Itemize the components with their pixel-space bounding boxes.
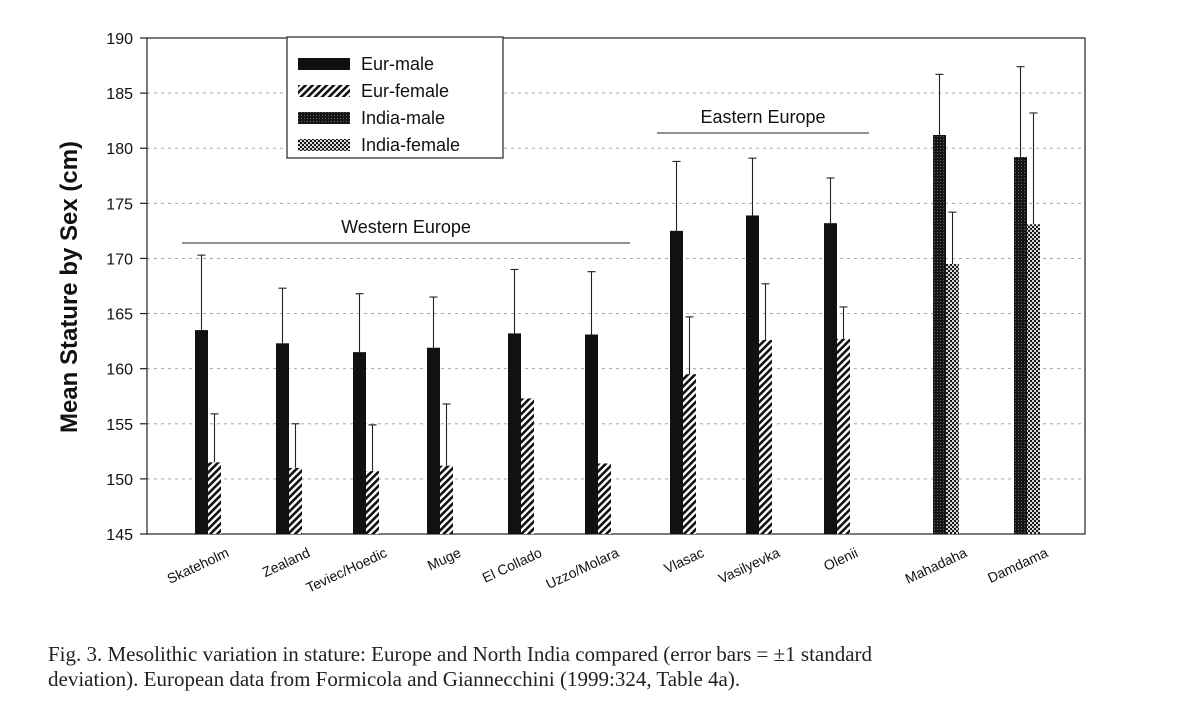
x-category-label: Muge xyxy=(425,544,464,573)
legend-swatch-eur-female xyxy=(298,85,350,97)
legend-label: India-female xyxy=(361,135,460,155)
legend-label: India-male xyxy=(361,108,445,128)
bar-eur-female-uzzo-molara xyxy=(598,463,611,534)
y-tick-label: 145 xyxy=(106,527,133,544)
bar-eur-male-vasilyevka xyxy=(746,215,759,535)
y-tick-label: 185 xyxy=(106,86,133,103)
bar-india-male-damdama xyxy=(1014,157,1027,535)
bar-eur-female-el-collado xyxy=(521,398,534,534)
bar-eur-male-uzzo-molara xyxy=(585,334,598,534)
region-label: Western Europe xyxy=(341,217,471,237)
figure-caption: Fig. 3. Mesolithic variation in stature:… xyxy=(48,642,1158,692)
y-tick-label: 160 xyxy=(106,362,133,379)
bar-eur-male-teviec-hoedic xyxy=(353,352,366,534)
y-tick-label: 150 xyxy=(106,472,133,489)
bar-chart: 145 150 155 160 165 170 175 180 185 190 Skateholm… xyxy=(56,31,1086,596)
caption-line-1: Fig. 3. Mesolithic variation in stature:… xyxy=(48,642,873,666)
error-bars xyxy=(197,66,1038,472)
legend-label: Eur-male xyxy=(361,54,434,74)
legend-swatch-india-male xyxy=(298,112,350,124)
x-category-label: Damdama xyxy=(985,544,1050,586)
bar-eur-male-el-collado xyxy=(508,333,521,534)
bar-eur-female-teviec-hoedic xyxy=(366,471,379,534)
bars xyxy=(195,134,1040,535)
legend-label: Eur-female xyxy=(361,81,449,101)
region-annotations: Western Europe Eastern Europe xyxy=(182,107,869,244)
bar-eur-male-muge xyxy=(427,347,440,534)
bar-eur-female-vasilyevka xyxy=(759,340,772,534)
y-tick-label: 170 xyxy=(106,251,133,268)
x-category-label: Mahadaha xyxy=(903,544,970,587)
bar-eur-female-zealand xyxy=(289,467,302,534)
bar-eur-female-skateholm xyxy=(208,462,221,534)
x-category-label: Zealand xyxy=(260,544,313,580)
region-label: Eastern Europe xyxy=(700,107,825,127)
legend-swatch-eur-male xyxy=(298,58,350,70)
y-tick-label: 180 xyxy=(106,141,133,158)
bar-india-female-damdama xyxy=(1027,224,1040,534)
bar-eur-male-zealand xyxy=(276,343,289,534)
bar-india-male-mahadaha xyxy=(933,134,946,535)
bar-eur-female-vlasac xyxy=(683,374,696,534)
bar-eur-male-olenii xyxy=(824,223,837,534)
y-axis: 145 150 155 160 165 170 175 180 185 190 xyxy=(106,31,147,544)
x-category-label: Olenii xyxy=(821,544,860,574)
y-tick-label: 155 xyxy=(106,417,133,434)
y-tick-label: 175 xyxy=(106,196,133,213)
plot-area-frame xyxy=(146,37,1086,535)
legend-swatch-india-female xyxy=(298,139,350,151)
x-category-label: Uzzo/Molara xyxy=(543,544,621,592)
x-category-label: El Collado xyxy=(480,544,545,586)
bar-eur-female-olenii xyxy=(837,338,850,534)
bar-india-female-mahadaha xyxy=(946,263,959,534)
bar-eur-male-skateholm xyxy=(195,330,208,534)
legend-box xyxy=(286,36,504,159)
bar-eur-male-vlasac xyxy=(670,230,683,534)
x-category-label: Teviec/Hoedic xyxy=(304,544,390,595)
y-axis-title: Mean Stature by Sex (cm) xyxy=(56,141,83,433)
y-tick-label: 190 xyxy=(106,31,133,48)
y-tick-label: 165 xyxy=(106,307,133,324)
x-category-label: Vasilyevka xyxy=(716,544,783,586)
legend: Eur-male Eur-female India-male India-female xyxy=(286,36,504,159)
x-category-label: Vlasac xyxy=(661,544,706,576)
bar-eur-female-muge xyxy=(440,465,453,534)
x-category-label: Skateholm xyxy=(165,544,232,586)
caption-line-2: deviation). European data from Formicola… xyxy=(48,667,741,691)
